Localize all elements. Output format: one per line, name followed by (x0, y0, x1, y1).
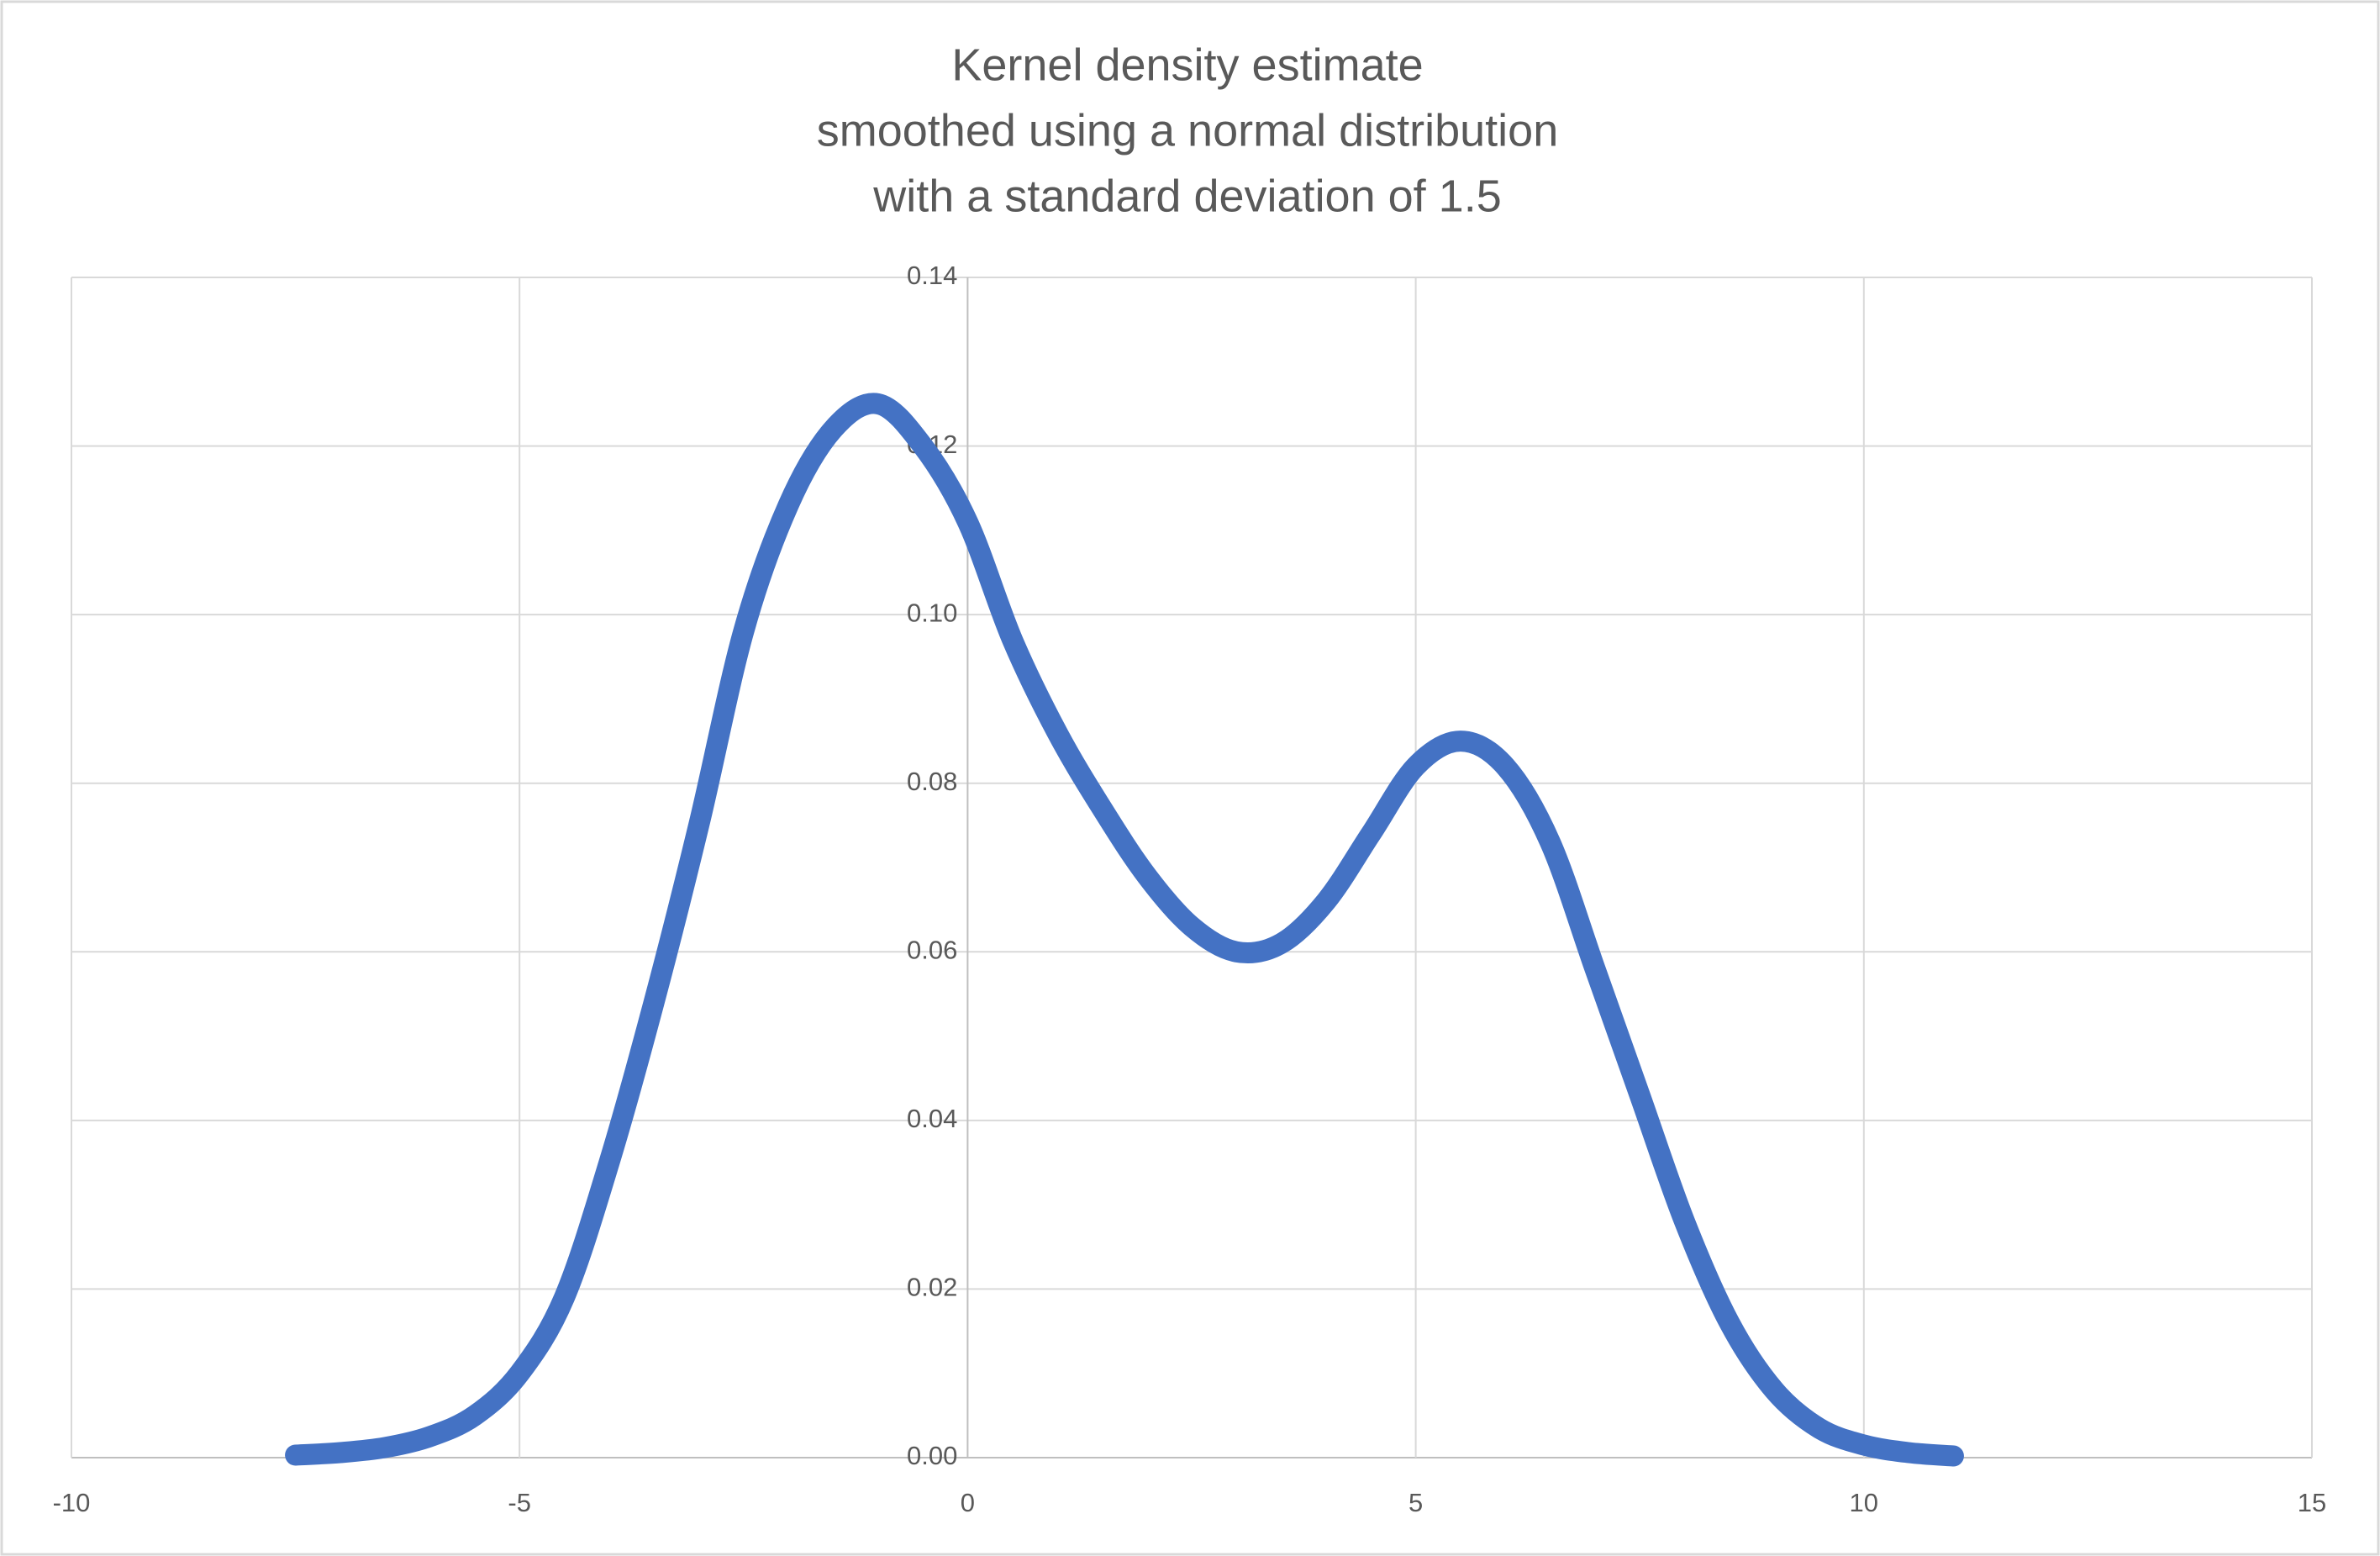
y-tick-label: 0.14 (907, 261, 957, 290)
y-tick-label: 0.10 (907, 598, 957, 627)
x-tick-label: 15 (2298, 1488, 2326, 1517)
chart-title: Kernel density estimate (951, 40, 1423, 90)
chart-title: smoothed using a normal distribution (817, 105, 1558, 156)
y-tick-label: 0.06 (907, 935, 957, 964)
y-tick-label: 0.02 (907, 1273, 957, 1302)
data-line (285, 393, 1964, 1467)
y-tick-label: 0.08 (907, 767, 957, 796)
x-tick-label: 5 (1409, 1488, 1423, 1517)
y-tick-label: 0.00 (907, 1441, 957, 1470)
x-tick-label: -10 (53, 1488, 91, 1517)
y-tick-label: 0.04 (907, 1104, 957, 1133)
x-tick-label: -5 (508, 1488, 531, 1517)
x-tick-label: 0 (961, 1488, 975, 1517)
x-tick-label: 10 (1850, 1488, 1878, 1517)
chart-title: with a standard deviation of 1.5 (872, 171, 1501, 221)
